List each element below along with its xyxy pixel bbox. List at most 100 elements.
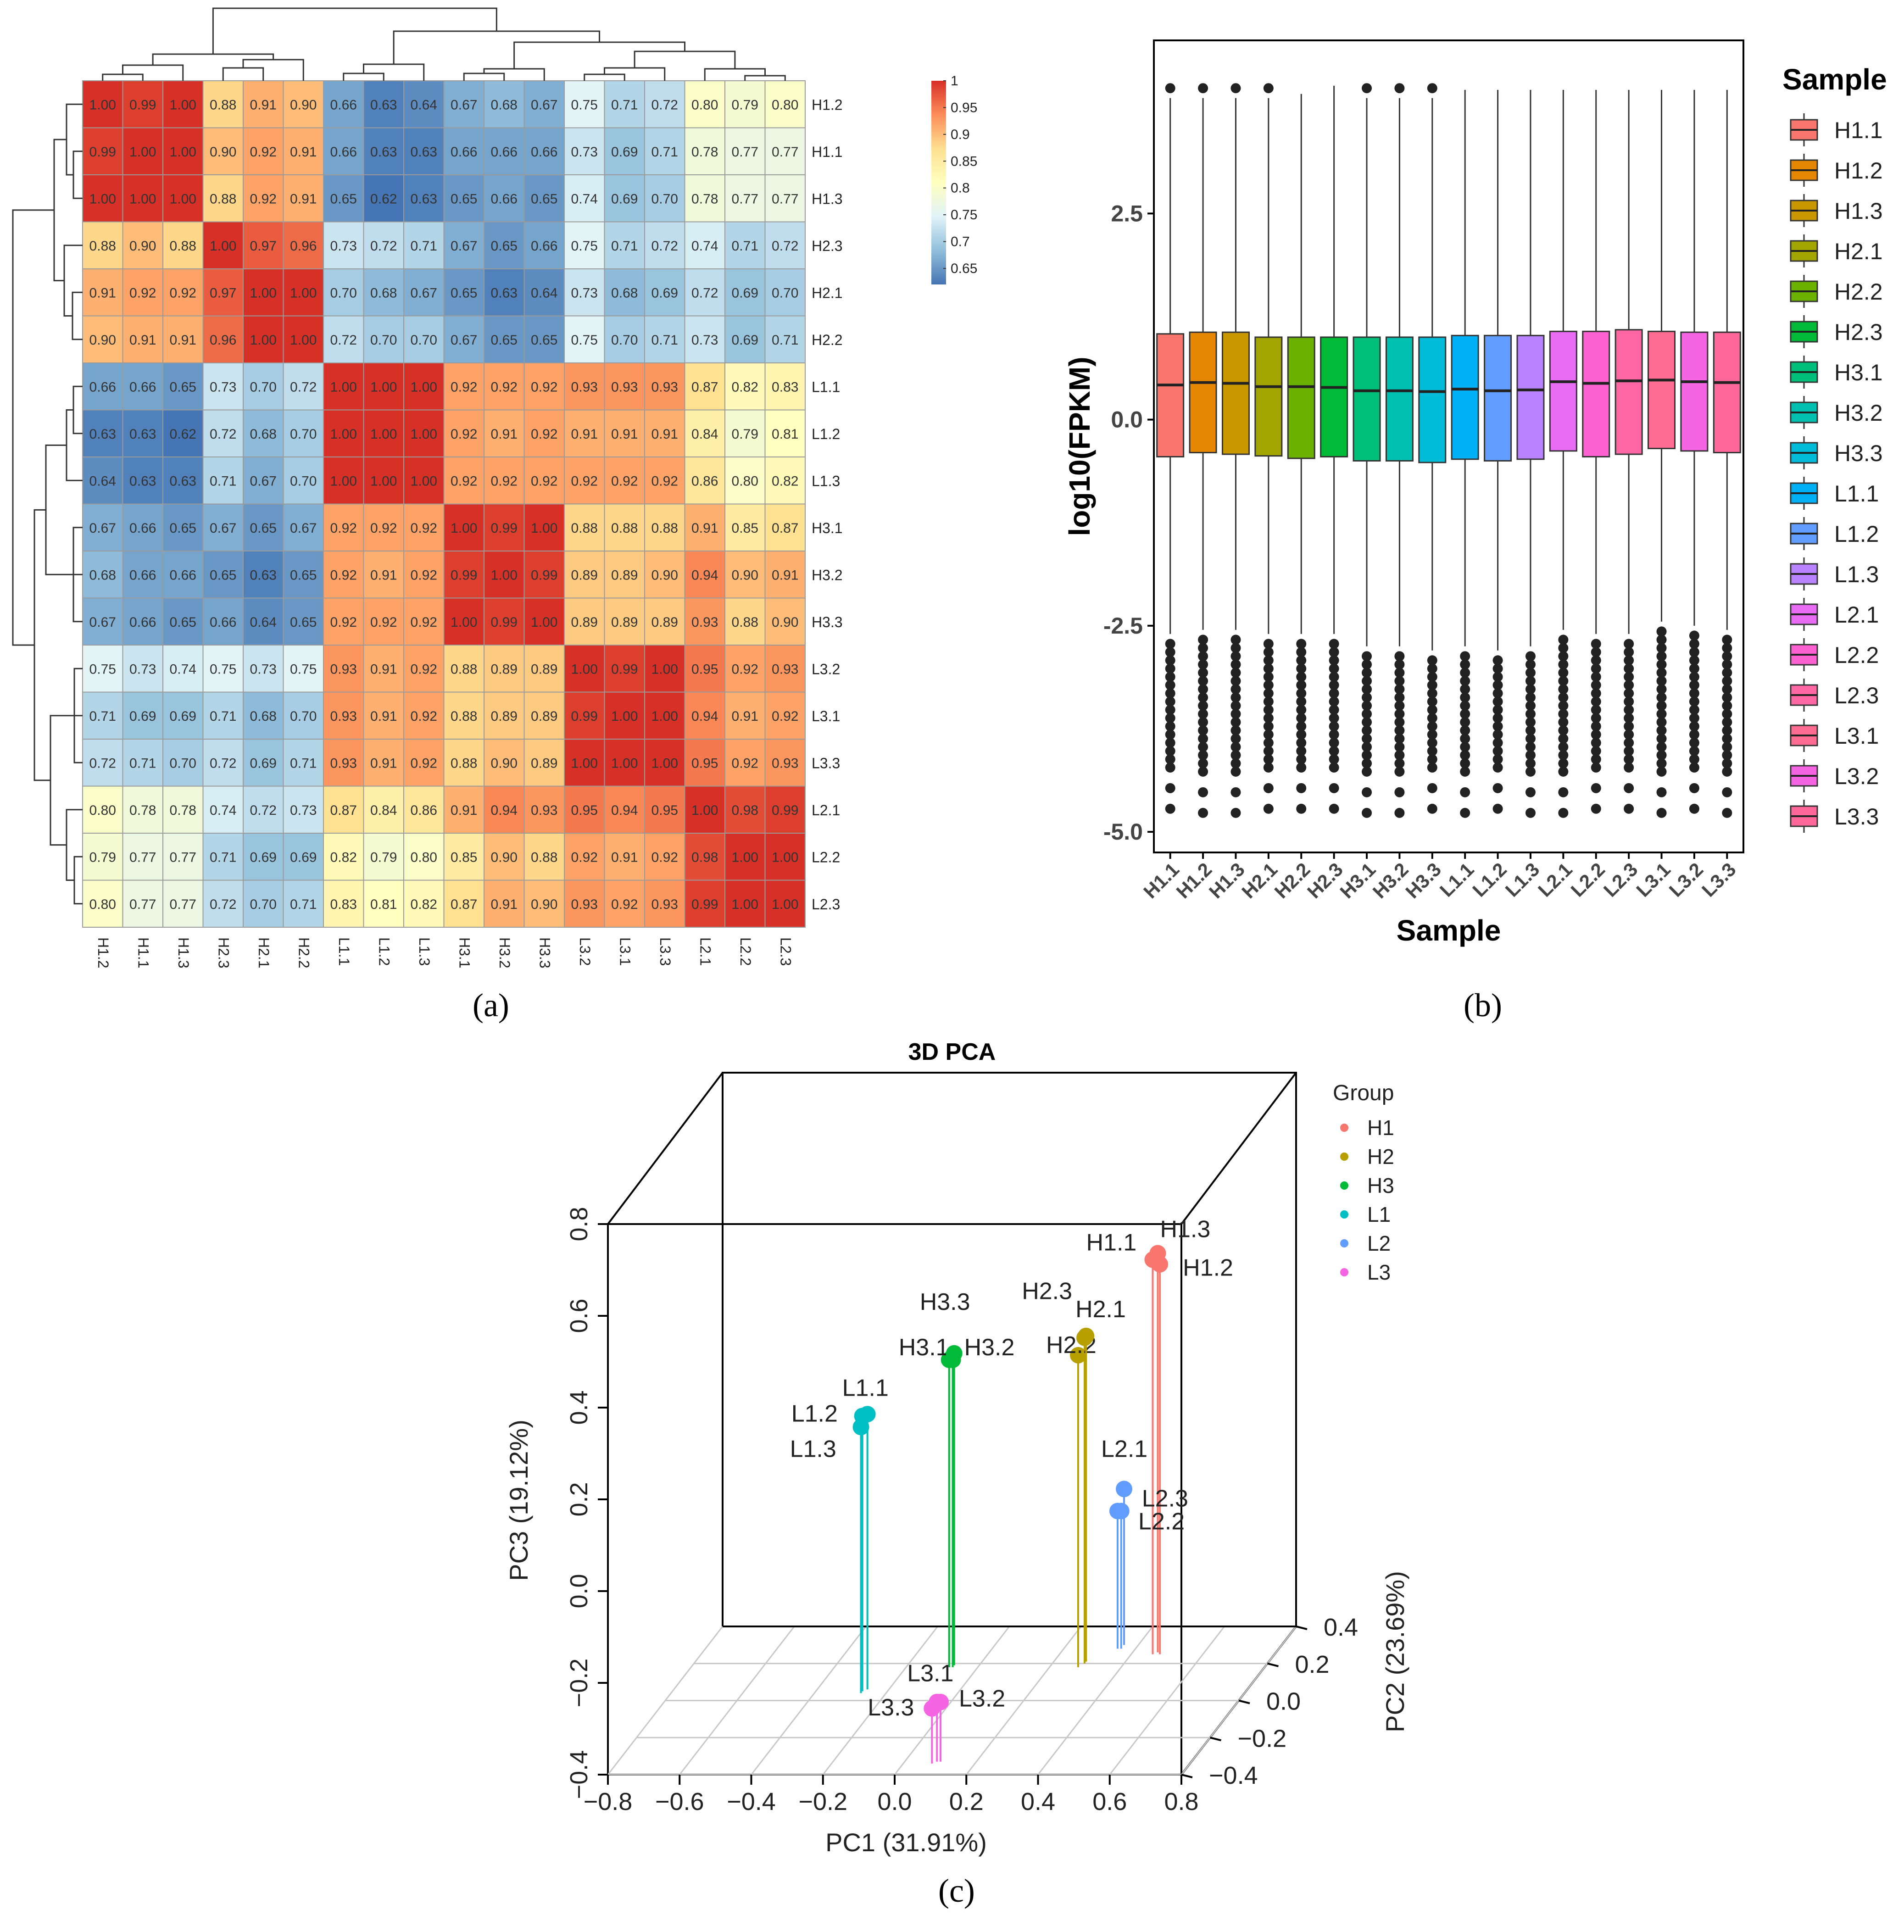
pca-point bbox=[852, 1419, 869, 1436]
heatmap-value: 0.73 bbox=[691, 333, 718, 348]
heatmap-cell bbox=[202, 597, 244, 646]
column-label: H3.3 bbox=[536, 937, 553, 969]
heatmap-value: 0.94 bbox=[691, 709, 718, 724]
box-outlier bbox=[1296, 754, 1307, 764]
heatmap-value: 0.99 bbox=[531, 568, 557, 583]
heatmap-value: 0.69 bbox=[611, 145, 638, 160]
box-outlier bbox=[1230, 709, 1241, 719]
heatmap-value: 0.92 bbox=[531, 427, 557, 442]
box-outlier bbox=[1263, 655, 1274, 666]
heatmap-cell bbox=[604, 315, 645, 363]
heatmap-value: 0.65 bbox=[170, 379, 196, 395]
heatmap-value: 0.72 bbox=[89, 756, 116, 771]
box-outlier bbox=[1263, 713, 1274, 724]
heatmap-value: 1.00 bbox=[89, 97, 116, 112]
z-tick bbox=[1267, 1662, 1279, 1667]
heatmap-value: 0.84 bbox=[370, 803, 397, 818]
heatmap-value: 0.68 bbox=[89, 568, 116, 583]
heatmap-value: 0.71 bbox=[129, 756, 156, 771]
heatmap-value: 0.78 bbox=[129, 803, 156, 818]
box-outlier bbox=[1394, 668, 1405, 678]
heatmap-cell bbox=[443, 315, 484, 363]
heatmap-value: 0.72 bbox=[250, 803, 277, 818]
heatmap-cell bbox=[443, 268, 484, 317]
z-tick bbox=[1210, 1737, 1221, 1742]
heatmap-value: 0.65 bbox=[170, 521, 196, 536]
heatmap-cell bbox=[243, 268, 284, 317]
heatmap-cell bbox=[202, 315, 244, 363]
box-outlier bbox=[1362, 692, 1372, 703]
heatmap-cell bbox=[363, 80, 404, 128]
chart-title: 3D PCA bbox=[908, 1039, 996, 1065]
heatmap-value: 0.87 bbox=[691, 379, 718, 395]
heatmap-value: 0.91 bbox=[170, 333, 196, 348]
x-tick-label: 0.6 bbox=[1092, 1788, 1127, 1815]
heatmap-cell bbox=[443, 221, 484, 269]
heatmap-cell bbox=[82, 503, 123, 551]
heatmap-cell bbox=[443, 362, 484, 411]
heatmap-cell bbox=[564, 833, 605, 881]
y-tick-label: −0.2 bbox=[565, 1659, 593, 1708]
heatmap-value: 1.00 bbox=[411, 379, 437, 395]
heatmap-value: 1.00 bbox=[370, 473, 397, 489]
box-outlier bbox=[1198, 635, 1208, 645]
y-tick-label: -2.5 bbox=[1103, 613, 1143, 639]
heatmap-value: 0.88 bbox=[170, 239, 196, 254]
heatmap-cell bbox=[122, 315, 163, 363]
heatmap-value: 1.00 bbox=[651, 662, 678, 677]
legend-label: L1 bbox=[1367, 1203, 1391, 1226]
heatmap-value: 1.00 bbox=[290, 285, 317, 301]
heatmap-value: 0.68 bbox=[491, 97, 518, 112]
heatmap-value: 0.88 bbox=[451, 709, 477, 724]
box-outlier bbox=[1198, 83, 1208, 94]
box-outlier bbox=[1198, 741, 1208, 752]
box-outlier bbox=[1263, 680, 1274, 690]
heatmap-value: 0.77 bbox=[732, 145, 758, 160]
heatmap-value: 1.00 bbox=[290, 333, 317, 348]
heatmap-cell bbox=[764, 645, 806, 693]
y-tick-label: -5.0 bbox=[1103, 819, 1143, 845]
heatmap-value: 0.81 bbox=[370, 897, 397, 912]
heatmap-value: 0.71 bbox=[290, 756, 317, 771]
y-tick-label: 0.4 bbox=[565, 1390, 593, 1425]
heatmap-value: 0.66 bbox=[170, 568, 196, 583]
heatmap-cell bbox=[604, 409, 645, 457]
heatmap-cell bbox=[162, 739, 204, 787]
column-label: L3.3 bbox=[657, 937, 674, 966]
heatmap-value: 0.69 bbox=[611, 191, 638, 206]
box-outlier bbox=[1230, 741, 1241, 752]
legend-key bbox=[1340, 1239, 1348, 1247]
heatmap-cell bbox=[363, 362, 404, 411]
heatmap-value: 0.90 bbox=[772, 615, 798, 630]
colorbar-tick-label: 0.85 bbox=[951, 154, 977, 169]
z-tick bbox=[1296, 1626, 1308, 1630]
box-outlier bbox=[1362, 83, 1372, 94]
heatmap-value: 1.00 bbox=[651, 709, 678, 724]
heatmap-value: 0.65 bbox=[491, 333, 518, 348]
point-label: L2.2 bbox=[1138, 1508, 1185, 1535]
box-outlier bbox=[1362, 717, 1372, 728]
panel-c-label: (c) bbox=[938, 1872, 975, 1909]
heatmap-value: 0.67 bbox=[89, 615, 116, 630]
box-outlier bbox=[1362, 807, 1372, 818]
legend-key bbox=[1340, 1181, 1348, 1190]
heatmap-cell bbox=[644, 409, 685, 457]
box-outlier bbox=[1198, 651, 1208, 662]
plot-frame bbox=[1153, 39, 1744, 853]
heatmap-cell bbox=[764, 785, 806, 834]
box-outlier bbox=[1165, 655, 1175, 666]
heatmap-value: 0.74 bbox=[571, 191, 598, 206]
heatmap-cell bbox=[604, 80, 645, 128]
heatmap-cell bbox=[484, 503, 525, 551]
heatmap-cell bbox=[604, 503, 645, 551]
heatmap-cell bbox=[604, 880, 645, 928]
heatmap-value: 0.65 bbox=[531, 333, 557, 348]
heatmap-cell bbox=[684, 739, 725, 787]
heatmap-cell bbox=[403, 880, 445, 928]
heatmap-cell bbox=[484, 833, 525, 881]
point-label: L3.2 bbox=[959, 1686, 1005, 1712]
heatmap-value: 0.91 bbox=[651, 427, 678, 442]
heatmap-value: 0.66 bbox=[491, 145, 518, 160]
heatmap-value: 0.67 bbox=[210, 521, 236, 536]
heatmap-value: 0.82 bbox=[411, 897, 437, 912]
